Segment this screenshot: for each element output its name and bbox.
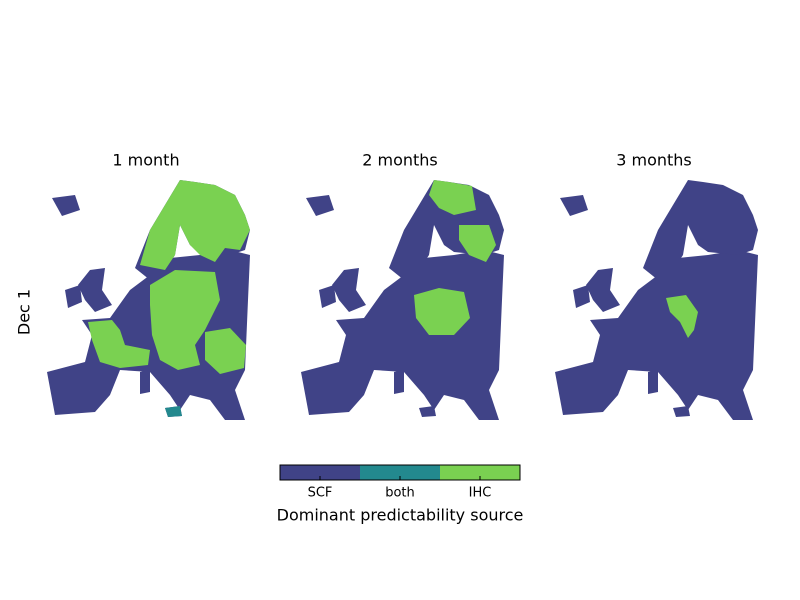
map-region [459, 225, 496, 262]
map-panel-2 [301, 180, 504, 420]
map-region [88, 320, 150, 368]
map-region [414, 288, 470, 335]
colorbar-frame [279, 464, 521, 481]
colorbar-segment [280, 465, 360, 480]
panel-title: 1 month [112, 151, 179, 170]
row-label: Dec 1 [15, 289, 34, 335]
map-region [140, 180, 250, 270]
map-region [429, 180, 476, 215]
colorbar-label: both [385, 486, 415, 501]
colorbar-label: SCF [308, 486, 333, 501]
panel-title: 2 months [362, 151, 438, 170]
map-base [555, 180, 758, 420]
colorbar-title: Dominant predictability source [277, 506, 524, 525]
map-base [301, 180, 504, 420]
panel-title: 3 months [616, 151, 692, 170]
map-region [205, 328, 246, 374]
map-panel-1 [47, 180, 250, 420]
map-panel-3 [555, 180, 758, 420]
map-region [666, 295, 698, 338]
map-region [165, 406, 182, 417]
colorbar-label: IHC [469, 486, 492, 501]
colorbar-segment [440, 465, 520, 480]
colorbar-segment [360, 465, 440, 480]
colorbar: SCF both IHC [279, 464, 521, 501]
map-region [150, 270, 220, 370]
